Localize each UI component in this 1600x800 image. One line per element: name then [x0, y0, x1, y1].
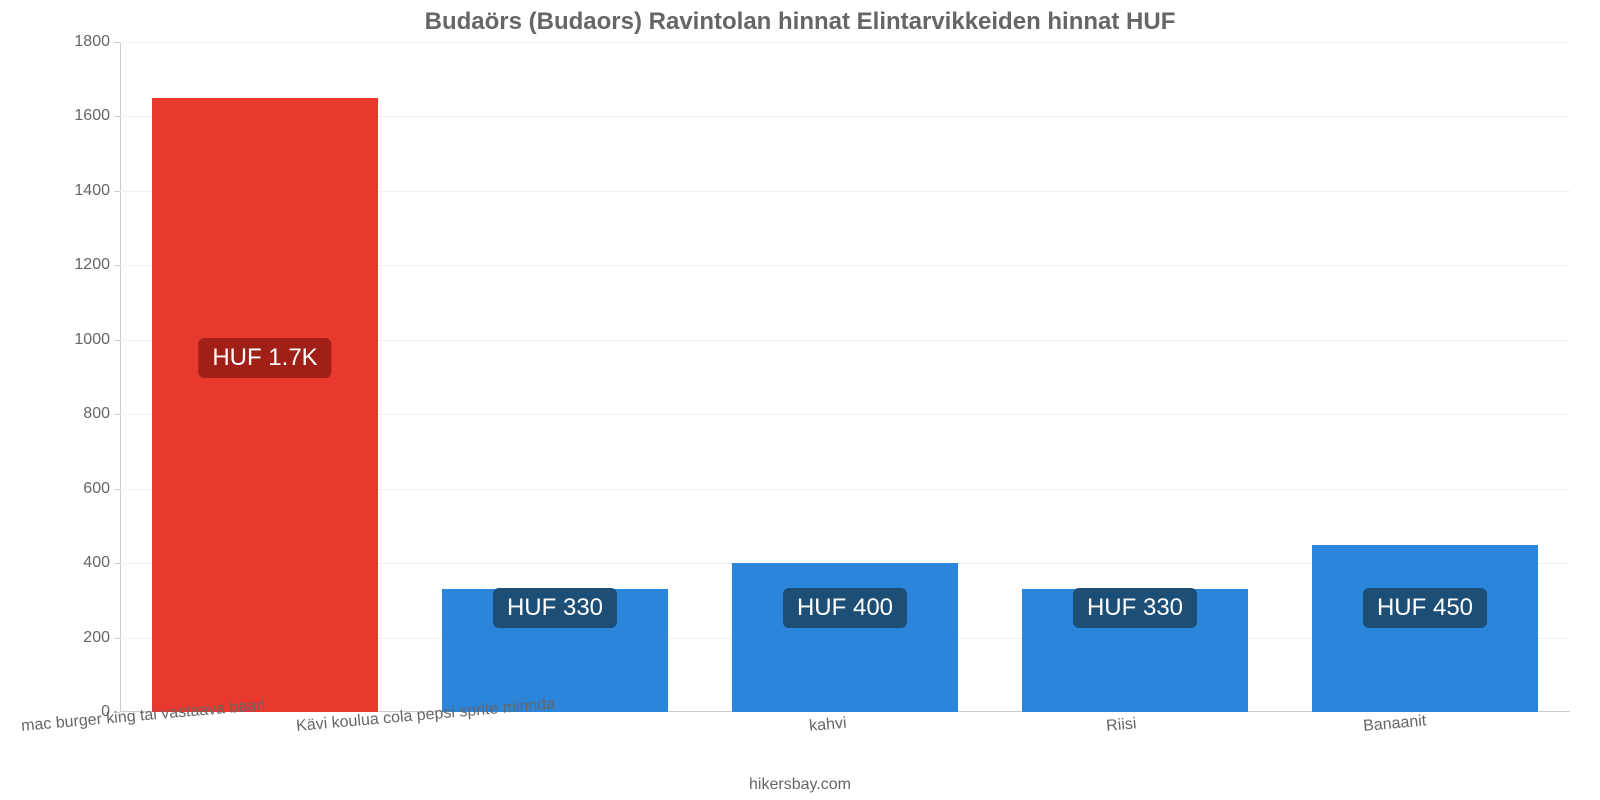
x-tick-label: kahvi — [809, 715, 848, 736]
x-tick-label: Banaanit — [1363, 712, 1428, 735]
y-tick-label: 1600 — [74, 107, 120, 125]
value-badge: HUF 330 — [493, 588, 617, 628]
attribution-text: hikersbay.com — [0, 776, 1600, 794]
x-tick-label: mac burger king tai vastaava baari — [21, 697, 266, 736]
price-bar-chart: Budaörs (Budaors) Ravintolan hinnat Elin… — [0, 0, 1600, 800]
value-badge: HUF 1.7K — [198, 338, 331, 378]
plot-area: 020040060080010001200140016001800HUF 1.7… — [120, 42, 1570, 712]
bar — [152, 98, 378, 712]
chart-title: Budaörs (Budaors) Ravintolan hinnat Elin… — [0, 8, 1600, 36]
y-tick-label: 1800 — [74, 33, 120, 51]
y-tick-label: 1400 — [74, 182, 120, 200]
value-badge: HUF 330 — [1073, 588, 1197, 628]
y-tick-label: 600 — [83, 480, 120, 498]
value-badge: HUF 450 — [1363, 588, 1487, 628]
y-tick-label: 200 — [83, 629, 120, 647]
y-tick-label: 800 — [83, 405, 120, 423]
y-tick-label: 1200 — [74, 256, 120, 274]
y-tick-label: 400 — [83, 554, 120, 572]
bar — [732, 563, 958, 712]
grid-line — [120, 42, 1570, 43]
x-tick-label: Riisi — [1106, 715, 1138, 736]
y-tick-label: 1000 — [74, 331, 120, 349]
value-badge: HUF 400 — [783, 588, 907, 628]
bar — [1312, 545, 1538, 713]
y-axis-line — [120, 42, 121, 712]
